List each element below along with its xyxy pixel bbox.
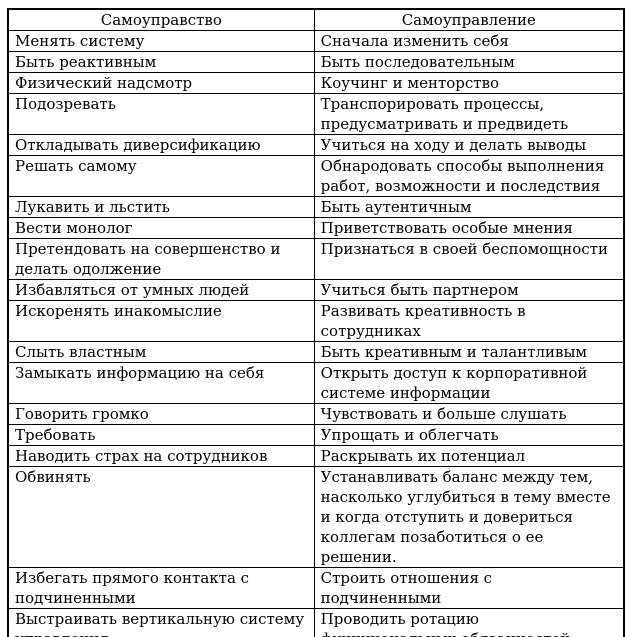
table-row: Замыкать информацию на себя Открыть дост… xyxy=(7,362,625,404)
table-row: Лукавить и льстить Быть аутентичным xyxy=(7,196,625,218)
table-row: Подозревать Транспорировать процессы, пр… xyxy=(7,93,625,135)
cell-samoupravlenie: Развивать креативность в сотрудниках xyxy=(313,300,625,342)
cell-samoupravstvo: Вести монолог xyxy=(7,217,315,239)
table-header: Самоуправство Самоуправление xyxy=(7,8,625,31)
cell-samoupravstvo: Менять систему xyxy=(7,30,315,52)
cell-samoupravstvo: Избавляться от умных людей xyxy=(7,279,315,301)
table-body: Менять систему Сначала изменить себя Быт… xyxy=(7,30,625,637)
table-row: Обвинять Устанавливать баланс между тем,… xyxy=(7,466,625,568)
cell-samoupravlenie: Быть последовательным xyxy=(313,51,625,73)
table-row: Избегать прямого контакта с подчиненными… xyxy=(7,567,625,609)
cell-samoupravstvo: Быть реактивным xyxy=(7,51,315,73)
cell-samoupravlenie: Устанавливать баланс между тем, наскольк… xyxy=(313,466,625,568)
table-row: Физический надсмотр Коучинг и менторство xyxy=(7,72,625,94)
table-row: Быть реактивным Быть последовательным xyxy=(7,51,625,73)
table-row: Требовать Упрощать и облегчать xyxy=(7,424,625,446)
cell-samoupravlenie: Быть аутентичным xyxy=(313,196,625,218)
table-row: Откладывать диверсификацию Учиться на хо… xyxy=(7,134,625,156)
cell-samoupravlenie: Транспорировать процессы, предусматриват… xyxy=(313,93,625,135)
cell-samoupravlenie: Приветствовать особые мнения xyxy=(313,217,625,239)
table-row: Менять систему Сначала изменить себя xyxy=(7,30,625,52)
table-row: Слыть властным Быть креативным и талантл… xyxy=(7,341,625,363)
table-row: Решать самому Обнародовать способы выпол… xyxy=(7,155,625,197)
table-row: Претендовать на совершенство и делать од… xyxy=(7,238,625,280)
column-header-samoupravlenie: Самоуправление xyxy=(313,8,625,31)
cell-samoupravstvo: Говорить громко xyxy=(7,403,315,425)
cell-samoupravstvo: Наводить страх на сотрудников xyxy=(7,445,315,467)
cell-samoupravstvo: Избегать прямого контакта с подчиненными xyxy=(7,567,315,609)
cell-samoupravlenie: Быть креативным и талантливым xyxy=(313,341,625,363)
cell-samoupravlenie: Учиться быть партнером xyxy=(313,279,625,301)
table-row: Искоренять инакомыслие Развивать креатив… xyxy=(7,300,625,342)
cell-samoupravstvo: Выстраивать вертикальную систему управле… xyxy=(7,608,315,637)
cell-samoupravlenie: Строить отношения с подчиненными xyxy=(313,567,625,609)
comparison-table: Самоуправство Самоуправление Менять сист… xyxy=(7,8,625,637)
cell-samoupravlenie: Обнародовать способы выполнения работ, в… xyxy=(313,155,625,197)
cell-samoupravlenie: Чувствовать и больше слушать xyxy=(313,403,625,425)
cell-samoupravstvo: Искоренять инакомыслие xyxy=(7,300,315,342)
cell-samoupravstvo: Решать самому xyxy=(7,155,315,197)
table-row: Наводить страх на сотрудников Раскрывать… xyxy=(7,445,625,467)
cell-samoupravstvo: Слыть властным xyxy=(7,341,315,363)
cell-samoupravlenie: Коучинг и менторство xyxy=(313,72,625,94)
cell-samoupravstvo: Обвинять xyxy=(7,466,315,568)
cell-samoupravstvo: Подозревать xyxy=(7,93,315,135)
cell-samoupravlenie: Упрощать и облегчать xyxy=(313,424,625,446)
table-row: Говорить громко Чувствовать и больше слу… xyxy=(7,403,625,425)
cell-samoupravstvo: Физический надсмотр xyxy=(7,72,315,94)
cell-samoupravstvo: Откладывать диверсификацию xyxy=(7,134,315,156)
table-row: Вести монолог Приветствовать особые мнен… xyxy=(7,217,625,239)
column-header-samoupravstvo: Самоуправство xyxy=(7,8,315,31)
cell-samoupravlenie: Сначала изменить себя xyxy=(313,30,625,52)
cell-samoupravlenie: Раскрывать их потенциал xyxy=(313,445,625,467)
table-row: Избавляться от умных людей Учиться быть … xyxy=(7,279,625,301)
cell-samoupravlenie: Признаться в своей беспомощности xyxy=(313,238,625,280)
cell-samoupravlenie: Открыть доступ к корпоративной системе и… xyxy=(313,362,625,404)
header-row: Самоуправство Самоуправление xyxy=(7,8,625,31)
cell-samoupravstvo: Замыкать информацию на себя xyxy=(7,362,315,404)
cell-samoupravlenie: Учиться на ходу и делать выводы xyxy=(313,134,625,156)
cell-samoupravstvo: Требовать xyxy=(7,424,315,446)
cell-samoupravstvo: Лукавить и льстить xyxy=(7,196,315,218)
table-row: Выстраивать вертикальную систему управле… xyxy=(7,608,625,637)
cell-samoupravstvo: Претендовать на совершенство и делать од… xyxy=(7,238,315,280)
cell-samoupravlenie: Проводить ротацию функциональных обязанн… xyxy=(313,608,625,637)
